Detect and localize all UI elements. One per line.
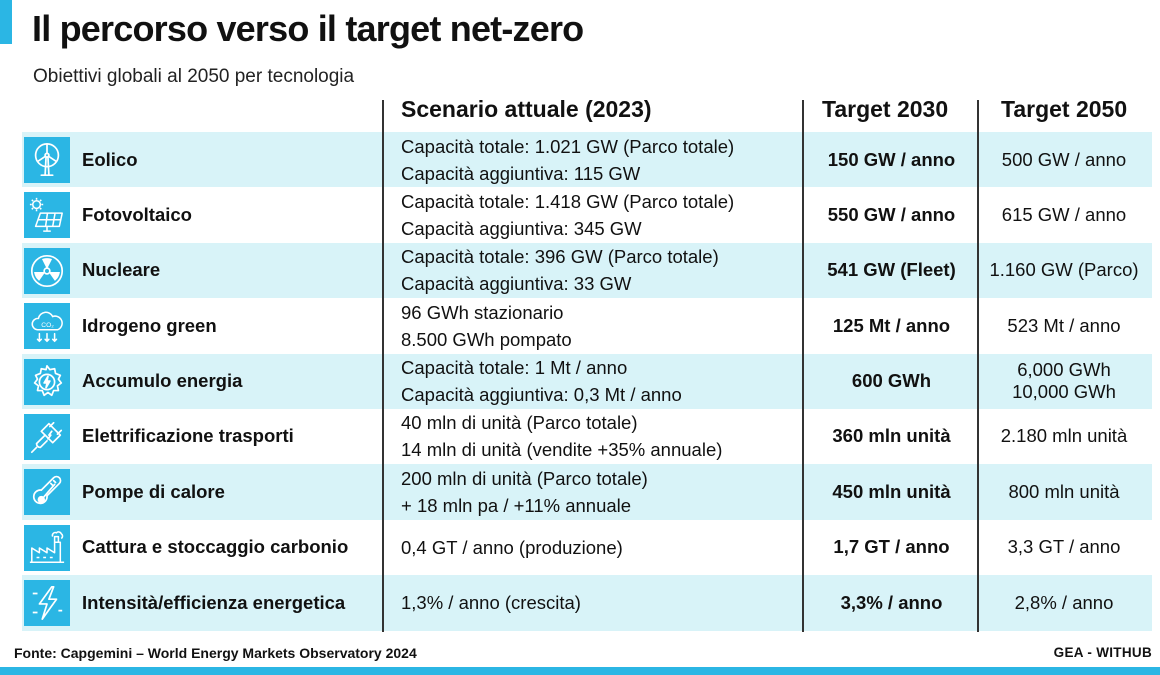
column-header-target-2050: Target 2050 [1001,96,1128,122]
current-scenario-line: Capacità aggiuntiva: 0,3 Mt / anno [401,384,682,406]
current-scenario-cell: 1,3% / anno (crescita) [401,575,581,630]
wind-turbine-icon [24,137,70,183]
table-row: Nucleare Capacità totale: 396 GW (Parco t… [22,242,1152,299]
target-2050-cell: 800 mln unità [979,464,1149,519]
current-scenario-cell: Capacità totale: 396 GW (Parco totale) Ca… [401,243,719,298]
current-scenario-line: Capacità totale: 396 GW (Parco totale) [401,246,719,268]
target-2050-line: 500 GW / anno [1001,148,1127,170]
column-divider [802,100,804,632]
target-2050-line: 6,000 GWh [1017,359,1111,381]
current-scenario-line: 8.500 GWh pompato [401,328,572,350]
column-divider [382,100,384,632]
table-row: Accumulo energia Capacità totale: 1 Mt / … [22,353,1152,409]
technology-label: Cattura e stoccaggio carbonio [82,536,349,558]
technology-label: Idrogeno green [82,314,217,336]
target-2030-cell: 360 mln unità [832,425,951,447]
technology-label: Eolico [82,148,138,170]
lightning-icon [24,580,70,627]
current-scenario-line: Capacità aggiuntiva: 115 GW [401,162,641,184]
page-subtitle: Obiettivi globali al 2050 per tecnologia [33,66,355,87]
hydrogen-cloud-icon: CO₂ [24,303,70,350]
target-2030-cell: 450 mln unità [832,480,951,502]
current-scenario-line: 96 GWh stazionario [401,301,564,323]
source-note: Fonte: Capgemini – World Energy Markets … [14,645,417,661]
table-row: CO₂ Idrogeno green 96 GWh stazionario 8.500… [22,298,1152,354]
current-scenario-line: Capacità totale: 1.418 GW (Parco totale) [401,190,735,212]
target-2050-cell: 6,000 GWh 10,000 GWh [979,354,1149,409]
target-2050-line: 523 Mt / anno [1007,314,1121,336]
current-scenario-line: 200 mln di unità (Parco totale) [401,467,648,489]
solar-panel-icon [24,192,70,239]
bottom-accent-bar [0,667,1160,675]
current-scenario-line: 40 mln di unità (Parco totale) [401,412,638,434]
target-2030-cell: 550 GW / anno [827,203,956,225]
column-header-target-2030: Target 2030 [822,96,949,122]
current-scenario-line: 1,3% / anno (crescita) [401,592,581,614]
technology-label: Pompe di calore [82,480,225,502]
current-scenario-line: Capacità totale: 1 Mt / anno [401,357,628,379]
target-2050-cell: 3,3 GT / anno [979,520,1149,575]
target-2050-line: 800 mln unità [1008,480,1120,502]
table-row: Fotovoltaico Capacità totale: 1.418 GW (P… [22,187,1152,243]
target-2030-cell: 1,7 GT / anno [833,536,950,558]
column-header-current: Scenario attuale (2023) [401,96,652,122]
current-scenario-line: 14 mln di unità (vendite +35% annuale) [401,439,723,461]
target-2050-cell: 523 Mt / anno [979,298,1149,353]
current-scenario-cell: Capacità totale: 1.418 GW (Parco totale)… [401,187,734,242]
svg-text:CO₂: CO₂ [41,322,54,329]
technology-label: Fotovoltaico [82,203,192,225]
current-scenario-cell: 40 mln di unità (Parco totale) 14 mln di … [401,409,722,464]
current-scenario-cell: 200 mln di unità (Parco totale) + 18 mln … [401,464,648,519]
current-scenario-line: 0,4 GT / anno (produzione) [401,536,623,558]
target-2050-cell: 2,8% / anno [979,575,1149,630]
target-2030-cell: 600 GWh [851,370,932,392]
column-divider [977,100,979,632]
technology-label: Accumulo energia [82,370,243,392]
technology-label: Intensità/efficienza energetica [82,591,346,613]
target-2030-cell: 3,3% / anno [840,591,943,613]
table-row: Pompe di calore 200 mln di unità (Parco t… [22,464,1152,520]
technology-label: Elettrificazione trasporti [82,425,294,447]
technology-label: Nucleare [82,259,161,281]
target-2050-cell: 615 GW / anno [979,187,1149,242]
target-2050-line: 2.180 mln unità [1000,425,1128,447]
current-scenario-line: Capacità totale: 1.021 GW (Parco totale) [401,135,735,157]
current-scenario-cell: 96 GWh stazionario 8.500 GWh pompato [401,298,572,353]
table-row: Elettrificazione trasporti 40 mln di unit… [22,408,1152,465]
table-row: Eolico Capacità totale: 1.021 GW (Parco t… [22,132,1152,188]
target-2050-cell: 2.180 mln unità [979,409,1149,464]
electric-plug-icon [24,413,70,460]
current-scenario-cell: Capacità totale: 1 Mt / anno Capacità agg… [401,354,682,409]
title-accent-bar [0,0,12,44]
target-2050-line: 10,000 GWh [1012,381,1116,403]
thermometer-icon [24,469,70,516]
current-scenario-cell: 0,4 GT / anno (produzione) [401,520,623,575]
target-2050-line: 615 GW / anno [1001,203,1127,225]
table-row: Intensità/efficienza energetica 1,3% / an… [22,575,1152,631]
gear-energy-icon [24,358,70,405]
current-scenario-line: + 18 mln pa / +11% annuale [401,494,632,516]
radiation-icon [24,247,70,294]
target-2030-cell: 541 GW (Fleet) [827,259,956,281]
current-scenario-line: Capacità aggiuntiva: 33 GW [401,273,632,295]
brand-label: GEA - WITHUB [1053,645,1152,660]
current-scenario-line: Capacità aggiuntiva: 345 GW [401,217,642,239]
target-2050-line: 2,8% / anno [1014,591,1114,613]
target-2050-line: 1.160 GW (Parco) [989,259,1139,281]
target-2050-line: 3,3 GT / anno [1007,536,1121,558]
target-2030-cell: 125 Mt / anno [832,314,951,336]
page-title: Il percorso verso il target net-zero [32,8,584,49]
target-2050-cell: 500 GW / anno [979,132,1149,187]
target-2030-cell: 150 GW / anno [827,148,956,170]
target-2050-cell: 1.160 GW (Parco) [979,243,1149,298]
current-scenario-cell: Capacità totale: 1.021 GW (Parco totale)… [401,132,734,187]
technology-table: Eolico Capacità totale: 1.021 GW (Parco t… [22,132,1152,631]
table-row: Cattura e stoccaggio carbonio 0,4 GT / an… [22,519,1152,576]
factory-icon [24,524,70,571]
